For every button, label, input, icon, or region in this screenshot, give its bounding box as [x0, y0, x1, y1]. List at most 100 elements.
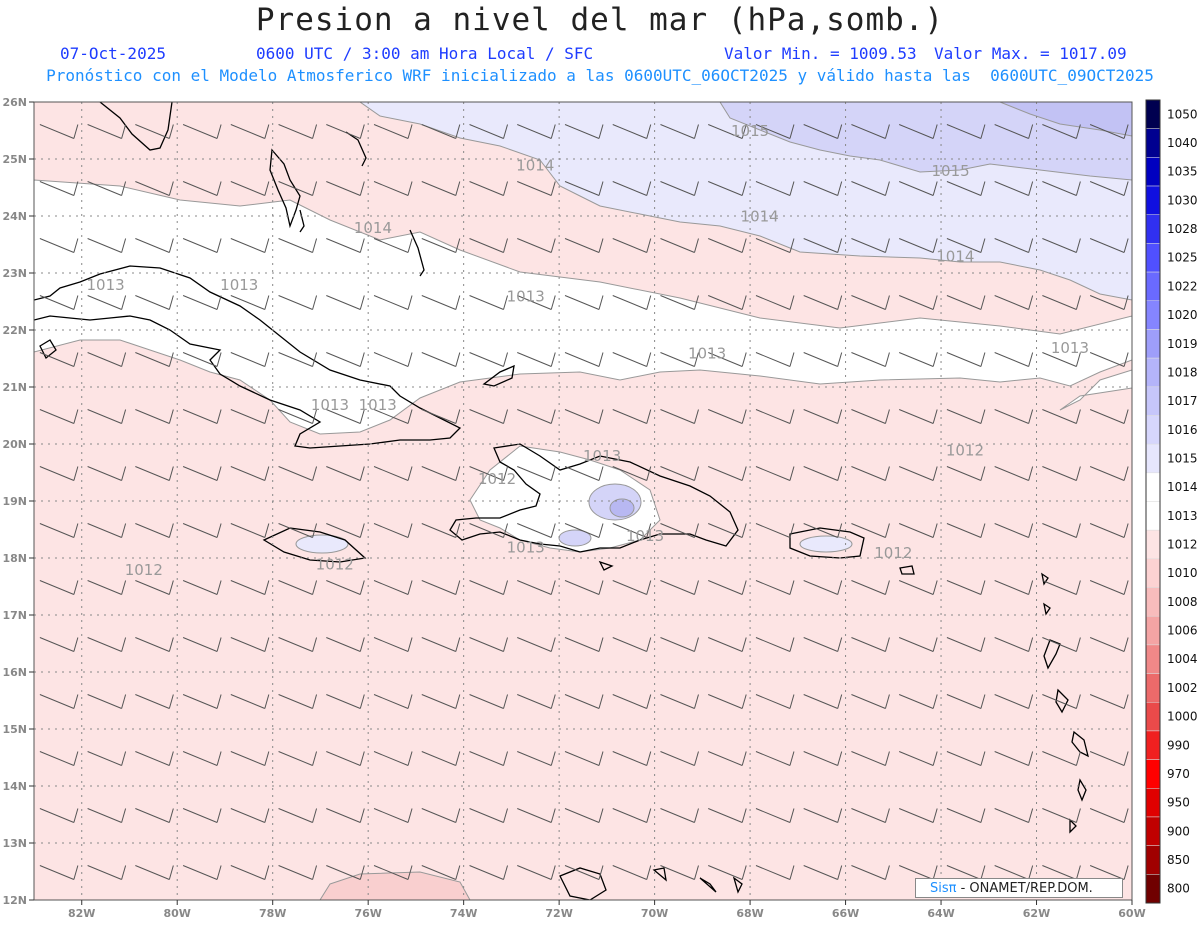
wind-barb: [803, 808, 843, 823]
wind-barb: [230, 295, 270, 310]
wind-barb: [39, 865, 79, 880]
wind-barb: [564, 352, 604, 367]
wind-barb: [373, 580, 413, 595]
colorbar-swatch: [1145, 644, 1161, 674]
wind-barb: [421, 295, 461, 310]
wind-barb: [517, 751, 556, 766]
wind-barb: [421, 523, 461, 538]
wind-barb: [803, 751, 843, 766]
wind-barb: [278, 865, 318, 880]
wind-barb: [564, 238, 604, 253]
isobar-label: 1013: [87, 276, 125, 294]
wind-barb: [517, 637, 556, 652]
wind-barb: [1042, 865, 1081, 880]
colorbar-swatch: [1145, 874, 1161, 904]
wind-barb: [946, 409, 986, 424]
colorbar-label: 1022: [1167, 279, 1198, 293]
wind-barb: [39, 466, 79, 481]
wind-barb: [278, 409, 318, 424]
lat-tick-label: 18N: [2, 552, 27, 565]
colorbar-label: 1004: [1167, 652, 1198, 666]
wind-barb: [469, 181, 509, 196]
wind-barb: [851, 694, 890, 709]
lat-tick-label: 15N: [2, 723, 27, 736]
wind-barb: [1042, 751, 1081, 766]
wind-barb: [326, 466, 365, 481]
wind-barb: [612, 865, 652, 880]
colorbar-label: 950: [1167, 796, 1190, 810]
lat-tick-label: 17N: [2, 609, 27, 622]
isobar-label: 1013: [626, 527, 664, 545]
wind-barb: [373, 466, 413, 481]
lat-tick-label: 19N: [2, 495, 27, 508]
wind-barb: [278, 181, 318, 196]
wind-barb: [87, 352, 127, 367]
wind-barb: [1089, 295, 1129, 310]
wind-barb: [230, 637, 270, 652]
wind-barb: [851, 409, 890, 424]
lat-tick-label: 13N: [2, 837, 27, 850]
pressure-field-blue-1015: [719, 102, 1132, 181]
wind-barb: [803, 865, 843, 880]
wind-barb: [564, 466, 604, 481]
wind-barb: [373, 865, 413, 880]
wind-barb: [898, 865, 938, 880]
wind-barb: [87, 181, 127, 196]
isobar-label: 1013: [507, 538, 545, 556]
wind-barb: [39, 295, 79, 310]
colorbar-swatch: [1145, 673, 1161, 703]
colorbar-label: 900: [1167, 824, 1190, 838]
lat-tick-label: 14N: [2, 780, 27, 793]
wind-barb: [182, 865, 222, 880]
wind-barb: [135, 523, 174, 538]
wind-barb: [421, 409, 461, 424]
wind-barb: [373, 181, 413, 196]
wind-barb: [946, 637, 986, 652]
wind-barb: [182, 523, 222, 538]
isobar-label: 1015: [731, 122, 769, 140]
wind-barb: [755, 124, 795, 139]
colorbar-swatch: [1145, 415, 1161, 445]
wind-barb: [898, 238, 938, 253]
wind-barb: [803, 124, 843, 139]
colorbar-swatch: [1145, 816, 1161, 846]
colorbar-swatch: [1145, 243, 1161, 273]
wind-barb: [517, 409, 556, 424]
colorbar-label: 1015: [1167, 451, 1198, 465]
wind-barb: [469, 352, 509, 367]
wind-barb: [135, 637, 174, 652]
wind-barb: [994, 808, 1034, 823]
wind-barb: [421, 694, 461, 709]
isobar-label: 1013: [359, 396, 397, 414]
wind-barb: [1042, 352, 1081, 367]
wind-barb: [421, 808, 461, 823]
pressure-field-white-1013-1014: [34, 179, 1132, 435]
wind-barb: [517, 181, 556, 196]
wind-barb: [326, 181, 365, 196]
wind-barb: [851, 637, 890, 652]
wind-barb: [87, 751, 127, 766]
wind-barb: [278, 580, 318, 595]
lon-tick-label: 78W: [259, 907, 286, 920]
lon-tick-label: 74W: [450, 907, 477, 920]
wind-barb: [182, 352, 222, 367]
wind-barb: [851, 238, 890, 253]
wind-barb: [660, 238, 699, 253]
wind-barb: [469, 808, 509, 823]
wind-barb: [708, 808, 747, 823]
wind-barb: [898, 694, 938, 709]
wind-barb: [182, 637, 222, 652]
wind-barb: [708, 409, 747, 424]
wind-barb: [87, 409, 127, 424]
wind-barb: [660, 181, 699, 196]
wind-barb: [1089, 637, 1129, 652]
wind-barb: [39, 181, 79, 196]
wind-barb: [326, 352, 365, 367]
pressure-field-white-east: [1059, 369, 1132, 411]
wind-barb: [182, 808, 222, 823]
wind-barb: [469, 751, 509, 766]
wind-barb: [373, 523, 413, 538]
wind-barb: [230, 352, 270, 367]
colorbar-swatch: [1145, 99, 1161, 129]
wind-barb: [994, 238, 1034, 253]
